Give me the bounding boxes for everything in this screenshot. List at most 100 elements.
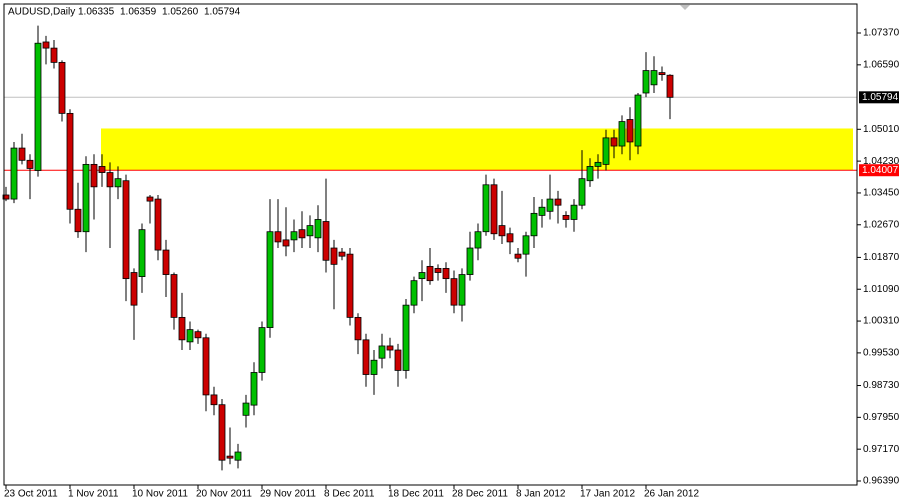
candle-body [290,231,298,241]
y-tick-label: 1.01090 [863,284,899,295]
candle-body [442,268,450,280]
y-tick-label: 1.05010 [863,124,899,135]
candle-body [402,304,410,371]
candle-body [282,239,290,247]
candle-body [506,233,514,243]
candle-body [66,112,74,210]
candle-body [594,161,602,167]
candle-body [90,163,98,188]
support-zone [101,128,853,171]
price-label-box [859,164,899,177]
candle-body [450,278,458,306]
chart-title: AUDUSD,Daily [8,7,75,18]
candle-body [650,70,658,86]
header-value: 1.06335 [78,7,115,18]
x-tick-label: 20 Nov 2011 [196,489,252,500]
price-label-box [859,91,899,104]
candle-body [394,349,402,371]
candle-body [266,231,274,328]
candle-body [578,178,586,206]
candle-body [482,184,490,233]
candle-body [162,249,170,275]
candle-body [530,212,538,237]
candle-body [10,147,18,200]
candle-body [58,61,66,114]
candle-body [170,274,178,318]
candle-body [426,265,434,282]
candle-body [522,235,530,255]
x-tick-label: 1 Nov 2011 [68,489,119,500]
candle-body [106,172,114,188]
candle-body [410,280,418,306]
y-tick-label: 0.97950 [863,412,899,423]
x-tick-label: 8 Jan 2012 [516,489,566,500]
candle-body [554,198,562,206]
candle-body [498,225,506,237]
y-tick-label: 0.99530 [863,348,899,359]
candle-body [466,247,474,275]
y-tick-label: 1.00310 [863,316,899,327]
candle-body [362,339,370,375]
candle-body [250,372,258,406]
candle-body [98,166,106,173]
candle-body [514,253,522,259]
candle-body [210,394,218,406]
candle-body [202,337,210,396]
y-tick-label: 0.98730 [863,380,899,391]
candle-body [378,345,386,359]
candle-body [74,208,82,233]
candle-body [490,184,498,235]
candle-body [666,74,674,98]
candle-body [610,137,618,147]
candle-body [178,316,186,341]
candle-body [338,251,346,257]
candle-body [226,455,234,459]
candle-body [274,231,282,243]
y-tick-label: 1.02670 [863,219,899,230]
x-tick-label: 28 Dec 2011 [452,489,508,500]
candle-body [306,225,314,237]
candle-body [298,229,306,239]
candle-body [658,72,666,76]
candle-body [26,159,34,169]
y-tick-label: 1.01870 [863,252,899,263]
candle-body [146,196,154,202]
x-tick-label: 10 Nov 2011 [132,489,188,500]
candle-body [194,331,202,339]
candle-body [474,231,482,249]
header-value: 1.05260 [162,7,199,18]
candle-body [634,94,642,147]
candle-body [242,402,250,416]
candle-body [186,329,194,343]
candle-body [618,121,626,147]
candle-body [642,70,650,94]
x-tick-label: 8 Dec 2011 [324,489,375,500]
candle-body [538,206,546,216]
candle-body [570,204,578,220]
candle-body [370,359,378,375]
candle-body [2,194,10,200]
candle-body [258,327,266,373]
candle-body [234,451,242,461]
candle-body [122,180,130,280]
x-tick-label: 17 Jan 2012 [580,489,635,500]
y-tick-label: 1.06590 [863,59,899,70]
header-value: 1.06359 [120,7,157,18]
candle-body [42,41,50,49]
y-tick-label: 1.03450 [863,188,899,199]
y-tick-label: 0.96390 [863,476,899,487]
candle-body [50,47,58,63]
candle-body [138,229,146,277]
plot-frame [3,3,858,486]
shift-marker [680,5,690,10]
price-label: 1.04007 [862,165,899,176]
candle-body [114,178,122,188]
candle-body [562,214,570,220]
y-tick-label: 0.97170 [863,444,899,455]
candle-body [82,163,90,233]
x-tick-label: 26 Jan 2012 [644,489,699,500]
candle-body [346,253,354,318]
header-value: 1.05794 [204,7,241,18]
